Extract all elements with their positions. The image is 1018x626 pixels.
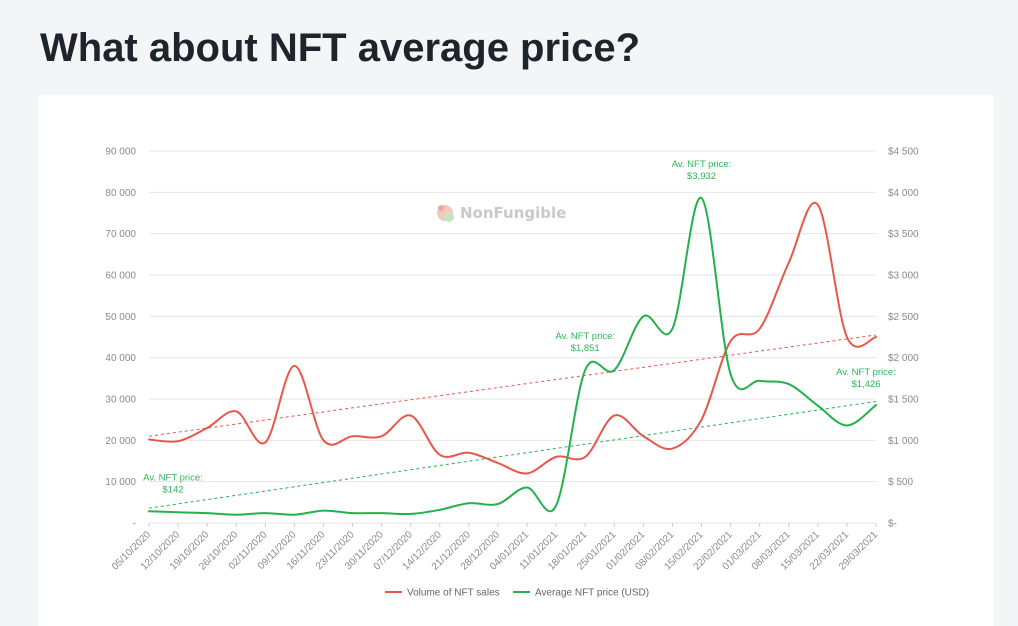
right-tick-label: $2 500 [888, 312, 919, 323]
left-tick-label: 40 000 [105, 353, 136, 364]
left-tick-label: 90 000 [105, 147, 136, 158]
grid-lines [149, 150, 876, 524]
page-title: What about NFT average price? [40, 26, 641, 70]
trendlines [148, 334, 877, 509]
left-tick-label: 50 000 [105, 312, 136, 323]
series-line-price [148, 196, 877, 516]
logo-dot [444, 212, 454, 222]
right-tick-label: $2 000 [888, 353, 919, 364]
trendline-volume [148, 334, 877, 437]
right-tick-label: $ 500 [888, 477, 913, 488]
trendline-price [148, 400, 877, 509]
left-tick-label: 10 000 [105, 477, 136, 488]
series-lines [148, 196, 877, 516]
right-tick-label: $3 000 [888, 271, 919, 282]
right-tick-label: $3 500 [888, 229, 919, 240]
right-tick-label: $- [888, 519, 897, 530]
annotation-label: Av. NFT price: [143, 472, 203, 483]
annotation-value: $3,932 [687, 171, 716, 182]
nft-price-chart: - 10 000 20 000 30 000 40 000 50 000 60 000 70 … [105, 147, 919, 599]
series-line-volume [148, 201, 877, 475]
watermark-text: NonFungible [460, 204, 566, 222]
left-tick-label: 20 000 [105, 436, 136, 447]
annotation-value: $142 [162, 484, 183, 495]
left-tick-label: 30 000 [105, 395, 136, 406]
annotation-label: Av. NFT price: [555, 331, 615, 342]
right-tick-label: $1 000 [888, 436, 919, 447]
left-tick-label: 80 000 [105, 188, 136, 199]
watermark: NonFungible [437, 204, 566, 222]
left-tick-label: 70 000 [105, 229, 136, 240]
right-tick-label: $4 000 [888, 188, 919, 199]
legend-label: Average NFT price (USD) [535, 588, 649, 599]
annotation-label: Av. NFT price: [672, 159, 732, 170]
annotation-value: $1,851 [571, 343, 600, 354]
annotation-value: $1,426 [851, 379, 880, 390]
left-axis-ticks: - 10 000 20 000 30 000 40 000 50 000 60 000 70 … [105, 147, 136, 530]
right-tick-label: $1 500 [888, 395, 919, 406]
left-tick-label: - [133, 519, 136, 530]
right-tick-label: $4 500 [888, 147, 919, 158]
annotation-label: Av. NFT price: [836, 367, 896, 378]
right-axis-ticks: $- $ 500 $1 000 $1 500 $2 000 $2 500 $3 000 $3 … [888, 147, 919, 530]
legend-label: Volume of NFT sales [407, 588, 500, 599]
left-tick-label: 60 000 [105, 271, 136, 282]
logo-dot [438, 205, 444, 211]
legend: Volume of NFT sales Average NFT price (US… [385, 588, 649, 599]
x-axis-ticks: 05/10/202012/10/202019/10/202026/10/2020… [110, 523, 880, 573]
chart-card: - 10 000 20 000 30 000 40 000 50 000 60 000 70 … [38, 95, 994, 626]
